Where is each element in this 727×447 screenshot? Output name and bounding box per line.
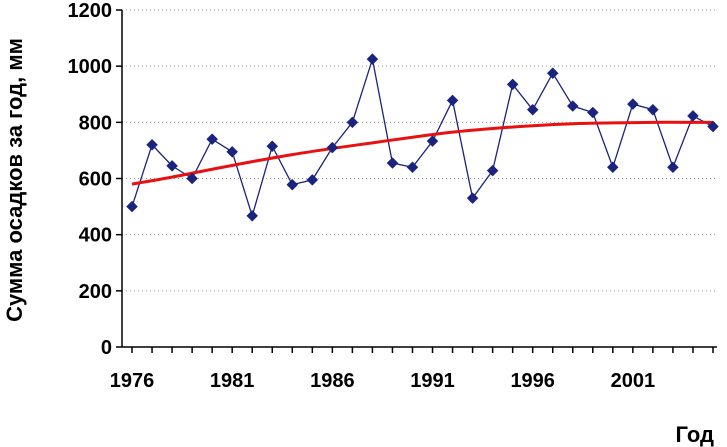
data-point (546, 67, 559, 80)
data-point (486, 164, 499, 177)
x-tick-label: 2001 (611, 370, 656, 392)
data-point (206, 133, 219, 146)
data-point (366, 53, 379, 65)
data-point (627, 98, 639, 110)
data-point (426, 135, 439, 148)
data-point (386, 157, 399, 169)
y-tick-label: 600 (79, 169, 112, 191)
data-point (586, 106, 599, 119)
x-tick-label: 1996 (510, 370, 555, 392)
data-point (406, 161, 419, 174)
grid (122, 9, 717, 292)
data-point (446, 94, 459, 107)
data-point (566, 100, 579, 112)
data-point (126, 200, 138, 213)
y-tick-label: 1000 (68, 56, 113, 78)
y-tick-label: 800 (79, 112, 112, 134)
tick-labels: 0 200 400 600 800 1000 1200 1976 1981 1986 1991 199… (68, 0, 656, 392)
axes (116, 9, 717, 353)
y-axis-label: Сумма осадков за год, мм (2, 38, 27, 322)
data-point (606, 161, 619, 174)
y-tick-label: 1200 (68, 0, 113, 22)
data-point (186, 172, 198, 185)
trend-line (131, 120, 713, 186)
data-point (526, 103, 539, 116)
data-point (166, 160, 178, 172)
data-point (226, 145, 239, 158)
data-point (707, 120, 719, 133)
x-tick-label: 1986 (310, 370, 355, 392)
data-point (286, 178, 299, 191)
data-point (246, 209, 259, 222)
data-point (326, 141, 339, 154)
data-point (506, 78, 519, 91)
y-tick-label: 0 (101, 337, 112, 359)
x-tick-label: 1976 (110, 370, 155, 392)
data-point (667, 161, 679, 174)
x-tick-label: 1991 (410, 370, 455, 392)
data-point (146, 138, 158, 151)
data-point (466, 192, 479, 205)
data-point (266, 140, 279, 153)
series-line (131, 58, 714, 219)
data-point (687, 110, 699, 122)
data-point (306, 174, 319, 186)
x-tick-label: 1981 (210, 370, 255, 392)
y-tick-label: 200 (79, 281, 112, 303)
data-point (346, 116, 359, 129)
x-axis-label: Год (676, 422, 715, 447)
data-point (647, 103, 659, 116)
plot-area (126, 53, 719, 222)
y-tick-label: 400 (79, 225, 112, 247)
